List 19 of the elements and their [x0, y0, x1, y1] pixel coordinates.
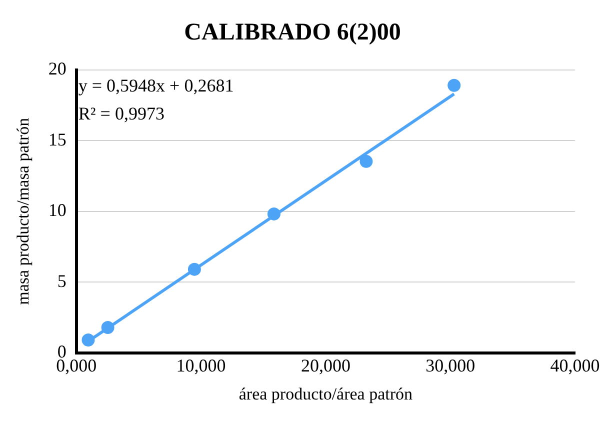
y-tick-label: 5 [57, 270, 66, 291]
annotation: y = 0,5948x + 0,2681 [78, 76, 234, 96]
point [267, 207, 280, 220]
x-tick-label: 20,000 [300, 356, 350, 376]
point [360, 154, 373, 168]
y-axis-title: masa producto/masa patrón [14, 117, 33, 305]
point [101, 321, 114, 334]
x-tick-label: 40,000 [550, 356, 600, 376]
x-tick-label: 10,000 [176, 356, 226, 376]
annotation: R² = 0,9973 [78, 104, 164, 124]
y-tick-label: 15 [48, 129, 66, 150]
x-axis-title: área producto/área patrón [238, 384, 414, 404]
y-tick-label: 10 [48, 200, 66, 220]
point [448, 78, 461, 92]
point [188, 262, 201, 276]
x-tick-label: 30,000 [426, 356, 476, 376]
chart-title: CALIBRADO 6(2)00 [184, 20, 401, 46]
y-tick-label: 20 [48, 58, 66, 79]
point [82, 333, 95, 346]
